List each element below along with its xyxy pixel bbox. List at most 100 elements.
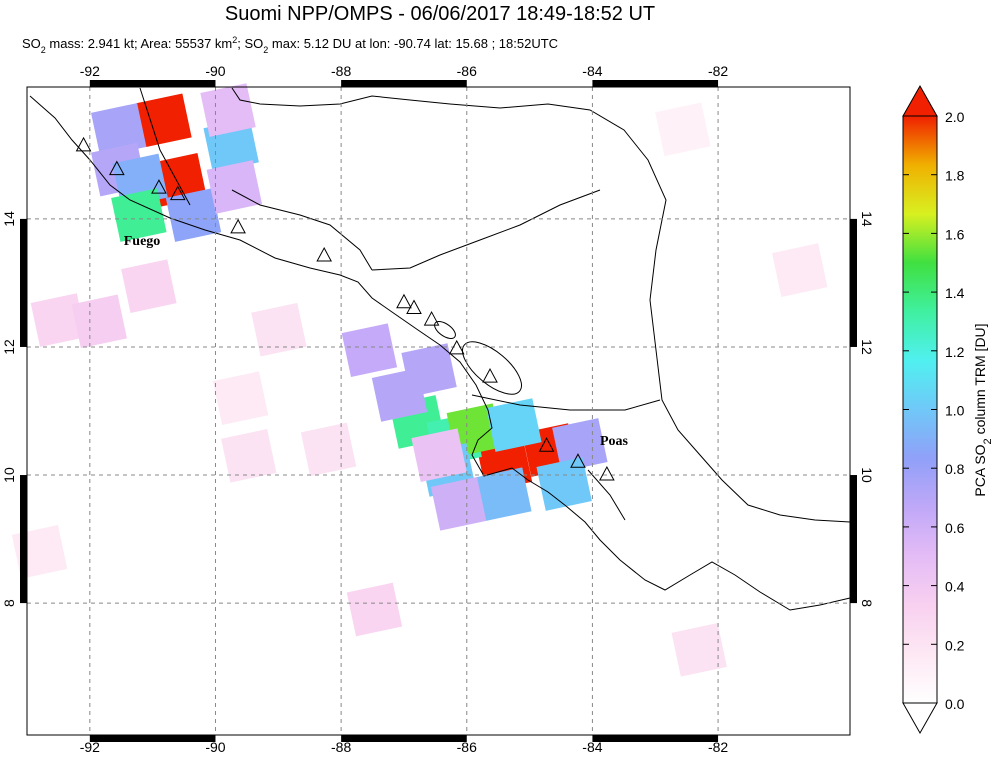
lon-tick-label: -92 bbox=[80, 739, 100, 755]
frame-bar bbox=[20, 218, 27, 347]
colorbar-tick-label: 0.6 bbox=[945, 520, 965, 536]
lon-tick-label: -82 bbox=[708, 63, 728, 79]
frame-bar bbox=[592, 80, 719, 87]
lon-tick-label: -86 bbox=[457, 739, 477, 755]
volcano bbox=[482, 368, 498, 383]
frame-bar bbox=[341, 735, 467, 742]
subtitle-part: 2 bbox=[41, 45, 46, 55]
volcano bbox=[599, 465, 615, 481]
so2-cell bbox=[136, 93, 192, 148]
subtitle-part: mass: 2.941 kt; Area: 55537 km bbox=[46, 36, 232, 51]
volcano bbox=[109, 160, 125, 176]
so2-cell bbox=[411, 428, 467, 483]
lat-tick-label: 10 bbox=[1, 467, 17, 483]
volcano bbox=[75, 136, 92, 152]
grid bbox=[27, 87, 850, 735]
colorbar-under bbox=[902, 702, 938, 735]
volcano bbox=[448, 339, 465, 355]
volcano-layer: Fuego Poas bbox=[75, 136, 629, 481]
lake-managua bbox=[434, 321, 456, 339]
title: Suomi NPP/OMPS - 06/06/2017 18:49-18:52 … bbox=[225, 3, 655, 25]
subtitle: SO2 mass: 2.941 kt; Area: 55537 km2; SO2… bbox=[22, 35, 558, 55]
lat-tick-label: 10 bbox=[859, 467, 875, 483]
volcano bbox=[316, 246, 332, 262]
subtitle-part: SO bbox=[22, 36, 41, 51]
so2-cell bbox=[430, 477, 487, 531]
lake-nicaragua bbox=[462, 341, 522, 395]
colorbar-label-part: PCA SO bbox=[972, 444, 988, 496]
lon-tick-label: -88 bbox=[331, 63, 351, 79]
so2-cell bbox=[200, 83, 256, 137]
so2-cell bbox=[71, 294, 127, 349]
so2-cell bbox=[165, 188, 222, 242]
lon-tick-label: -90 bbox=[205, 739, 225, 755]
colorbar-tick-label: 0.8 bbox=[945, 461, 965, 477]
subtitle-part: 2 bbox=[263, 45, 268, 55]
lat-tick-label: 12 bbox=[859, 339, 875, 355]
frame-bars bbox=[20, 80, 857, 742]
colorbar-label: PCA SO2 column TRM [DU] bbox=[972, 323, 994, 496]
frame-bar bbox=[850, 475, 857, 604]
colorbar-tick-label: 0.4 bbox=[945, 579, 965, 595]
lat-tick-label: 14 bbox=[859, 211, 875, 227]
cell-layer bbox=[11, 83, 828, 677]
pacific-coast bbox=[29, 95, 851, 611]
colorbar-tick-label: 1.2 bbox=[945, 344, 965, 360]
so2-cell bbox=[91, 103, 147, 157]
volcano bbox=[406, 299, 422, 315]
lat-tick-label: 8 bbox=[1, 599, 17, 607]
subtitle-part: ; SO bbox=[237, 36, 263, 51]
subtitle-part: 2 bbox=[232, 35, 237, 45]
so2-cell bbox=[671, 623, 727, 677]
colorbar-label-part: 2 bbox=[982, 438, 994, 444]
so2-cell bbox=[346, 582, 403, 637]
so2-cell bbox=[655, 102, 711, 157]
subtitle-part: max: 5.12 DU at lon: -90.74 lat: 15.68 ;… bbox=[268, 36, 558, 51]
colorbar-tick-label: 1.0 bbox=[945, 403, 965, 419]
so2-cell bbox=[341, 323, 398, 377]
caribbean-coast bbox=[231, 87, 851, 523]
so2-cell bbox=[536, 457, 592, 511]
lon-tick-label: -84 bbox=[582, 739, 602, 755]
colorbar-tick-label: 2.0 bbox=[945, 109, 965, 125]
frame-bar bbox=[20, 475, 27, 604]
volcano bbox=[151, 179, 167, 194]
lat-tick-label: 14 bbox=[1, 211, 17, 227]
so2-cell bbox=[221, 429, 277, 483]
colorbar: 0.0 0.2 0.4 0.6 0.8 1.0 1.2 1.4 1.6 1.8 2.0 PCA SO2… bbox=[902, 84, 994, 735]
lon-tick-label: -86 bbox=[457, 63, 477, 79]
lon-tick-label: -90 bbox=[205, 63, 225, 79]
borders bbox=[139, 87, 661, 521]
volcano bbox=[396, 293, 412, 309]
so2-cell bbox=[401, 343, 457, 397]
volcano bbox=[423, 311, 440, 326]
so2-cell bbox=[552, 418, 608, 472]
colorbar-tick-label: 0.2 bbox=[945, 637, 965, 653]
so2-cell bbox=[251, 302, 307, 357]
colorbar-label-part: column TRM [DU] bbox=[972, 323, 988, 438]
frame-bar bbox=[89, 735, 216, 742]
so2-cell bbox=[772, 243, 828, 297]
colorbar-tick-label: 1.8 bbox=[945, 168, 965, 184]
frame-bar bbox=[89, 80, 216, 87]
so2-cell bbox=[300, 422, 357, 477]
lon-tick-label: -84 bbox=[582, 63, 602, 79]
volcano-label: Fuego bbox=[124, 234, 161, 249]
lat-tick-label: 12 bbox=[1, 339, 17, 355]
so2-cell bbox=[206, 160, 263, 214]
so2-cell bbox=[212, 371, 269, 426]
volcano-label: Poas bbox=[600, 434, 629, 449]
lon-tick-label: -92 bbox=[80, 63, 100, 79]
volcano bbox=[169, 185, 186, 201]
so2-cell bbox=[111, 188, 167, 242]
so2-cell bbox=[486, 398, 542, 452]
so2-cell bbox=[121, 259, 177, 313]
coastlines bbox=[29, 87, 851, 611]
frame-bar bbox=[850, 218, 857, 347]
lon-tick-label: -82 bbox=[708, 739, 728, 755]
so2-cell bbox=[476, 467, 532, 522]
frame-bar bbox=[341, 80, 467, 87]
volcano bbox=[230, 218, 246, 234]
colorbar-tick-label: 1.6 bbox=[945, 226, 965, 242]
